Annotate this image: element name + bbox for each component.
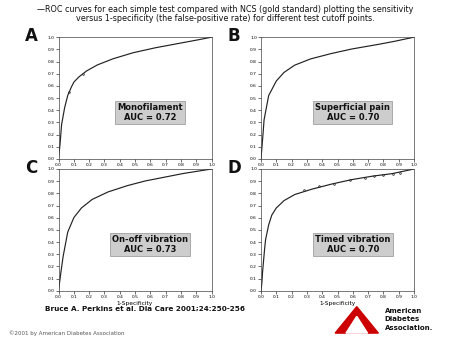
Text: On-off vibration
AUC = 0.73: On-off vibration AUC = 0.73 (112, 235, 188, 254)
Text: Monofilament
AUC = 0.72: Monofilament AUC = 0.72 (117, 103, 183, 122)
X-axis label: 1-Specificity: 1-Specificity (117, 169, 153, 174)
Text: Association.: Association. (385, 325, 433, 331)
Text: versus 1-specificity (the false-positive rate) for different test cutoff points.: versus 1-specificity (the false-positive… (76, 14, 374, 23)
Text: ©2001 by American Diabetes Association: ©2001 by American Diabetes Association (9, 331, 125, 336)
Text: A: A (25, 27, 38, 45)
Text: Diabetes: Diabetes (385, 316, 420, 322)
Text: Timed vibration
AUC = 0.70: Timed vibration AUC = 0.70 (315, 235, 391, 254)
Text: Bruce A. Perkins et al. Dia Care 2001;24:250-256: Bruce A. Perkins et al. Dia Care 2001;24… (45, 306, 245, 312)
Text: —ROC curves for each simple test compared with NCS (gold standard) plotting the : —ROC curves for each simple test compare… (37, 5, 413, 14)
Text: B: B (227, 27, 240, 45)
X-axis label: 1-Specificity: 1-Specificity (320, 301, 356, 306)
Text: Superficial pain
AUC = 0.70: Superficial pain AUC = 0.70 (315, 103, 390, 122)
Text: American: American (385, 308, 422, 314)
X-axis label: 1-Specificity: 1-Specificity (117, 301, 153, 306)
X-axis label: 1-Specificity: 1-Specificity (320, 169, 356, 174)
Polygon shape (335, 307, 378, 333)
Polygon shape (346, 316, 368, 333)
Text: C: C (25, 159, 37, 177)
Text: D: D (227, 159, 241, 177)
